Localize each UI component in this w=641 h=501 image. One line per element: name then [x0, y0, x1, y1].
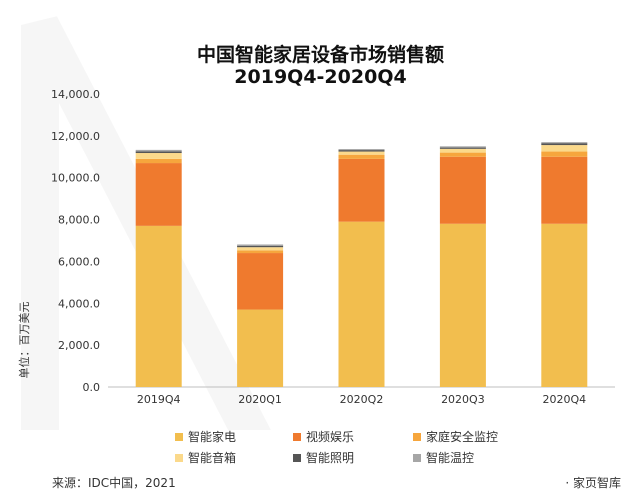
bar-segment-2020Q1-2 [237, 250, 284, 254]
y-tick-label: 4,000.0 [58, 297, 100, 310]
bar-segment-2019Q4-2 [135, 158, 182, 164]
brand-mark: · 家页智库 [565, 476, 621, 490]
chart-plot: 0.0 2,000.0 4,000.0 6,000.0 8,000.0 10,000.0 1… [17, 88, 615, 406]
legend-swatch [413, 453, 421, 462]
y-tick-label: 12,000.0 [51, 130, 100, 143]
bar-segment-2019Q4-5 [135, 149, 182, 152]
chart-title: 中国智能家居设备市场销售额 [196, 44, 444, 66]
source-note: 来源：IDC中国，2021 [52, 476, 176, 490]
y-tick-label: 2,000.0 [58, 339, 100, 352]
bar-segment-2019Q4-0 [135, 225, 182, 387]
bar-segment-2019Q4-1 [135, 163, 182, 226]
legend-label: 智能音箱 [188, 451, 237, 465]
bar-segment-2020Q1-5 [237, 244, 284, 246]
bar-segment-2019Q4-4 [135, 151, 182, 154]
legend-label: 智能温控 [426, 451, 475, 465]
bar-segment-2020Q3-1 [439, 156, 486, 224]
bar-segment-2020Q3-5 [439, 146, 486, 148]
bar-segment-2020Q2-1 [338, 158, 385, 222]
bar-segment-2019Q4-3 [135, 153, 182, 159]
bar-segment-2020Q1-4 [237, 245, 284, 248]
bar-segment-2020Q2-3 [338, 151, 385, 155]
bar-segment-2020Q1-3 [237, 247, 284, 251]
bar-segment-2020Q1-1 [237, 253, 284, 310]
legend-swatch [175, 453, 183, 462]
x-tick-label: 2020Q1 [238, 393, 282, 406]
bar-segment-2020Q4-5 [541, 142, 588, 144]
legend-swatch [175, 432, 183, 441]
bar-segment-2020Q2-0 [338, 221, 385, 387]
legend-swatch [293, 432, 301, 441]
legend-label: 智能家电 [188, 430, 237, 444]
bar-segment-2020Q2-5 [338, 149, 385, 151]
legend-item: 视频娱乐 [293, 428, 413, 445]
bar-segment-2020Q2-4 [338, 150, 385, 152]
bar-segment-2020Q3-3 [439, 148, 486, 153]
legend-item: 智能照明 [293, 449, 413, 466]
legend-label: 家庭安全监控 [426, 430, 499, 444]
legend-item: 智能温控 [413, 449, 535, 466]
bar-segment-2020Q4-1 [541, 156, 588, 224]
legend-swatch [293, 453, 301, 462]
y-tick-label: 6,000.0 [58, 255, 100, 268]
chart-legend: 智能家电 视频娱乐 家庭安全监控智能音箱 智能照明 智能温控 [175, 428, 535, 466]
x-tick-label: 2019Q4 [137, 393, 181, 406]
legend-item: 家庭安全监控 [413, 428, 535, 445]
y-tick-label: 8,000.0 [58, 214, 100, 227]
y-tick-label: 14,000.0 [51, 88, 100, 101]
legend-label: 智能照明 [306, 451, 355, 465]
x-tick-label: 2020Q2 [340, 393, 384, 406]
y-tick-label: 10,000.0 [51, 172, 100, 185]
legend-label: 视频娱乐 [306, 430, 355, 444]
bar-segment-2020Q2-2 [338, 154, 385, 159]
bar-segment-2020Q4-4 [541, 143, 588, 146]
bar-segment-2020Q3-4 [439, 147, 486, 149]
x-tick-label: 2020Q4 [542, 393, 586, 406]
chart-subtitle: 2019Q4-2020Q4 [234, 66, 407, 88]
y-axis-label: 单位：百万美元 [17, 302, 31, 379]
bar-segment-2020Q3-0 [439, 223, 486, 387]
bar-segment-2020Q1-0 [237, 309, 284, 387]
bar-segment-2020Q4-0 [541, 223, 588, 387]
y-tick-label: 0.0 [83, 381, 101, 394]
legend-swatch [413, 432, 421, 441]
legend-item: 智能音箱 [175, 449, 293, 466]
bar-segment-2020Q3-2 [439, 152, 486, 157]
x-tick-label: 2020Q3 [441, 393, 485, 406]
legend-item: 智能家电 [175, 428, 293, 445]
bar-segment-2020Q4-3 [541, 145, 588, 152]
bar-segment-2020Q4-2 [541, 151, 588, 157]
